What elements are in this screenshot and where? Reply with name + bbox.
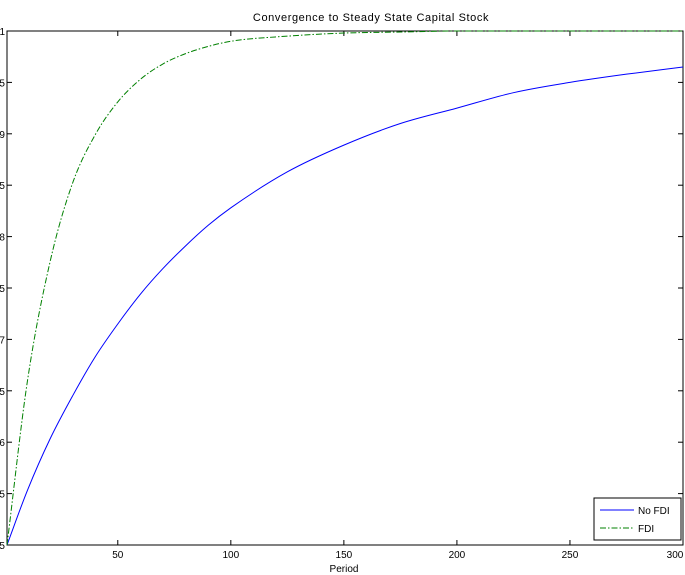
x-axis-label: Period: [330, 564, 359, 575]
x-tick-label: 50: [112, 550, 124, 561]
x-tick-label: 100: [222, 550, 239, 561]
series-line-fdi: [6, 30, 683, 546]
x-axis: 50 100 150 200 250 300: [112, 31, 684, 561]
x-tick-label: 300: [667, 550, 684, 561]
legend: No FDI FDI: [593, 497, 682, 541]
y-tick-label: 0.8: [0, 233, 5, 244]
y-tick-label: 0.5: [0, 541, 5, 552]
legend-label-fdi: FDI: [638, 524, 654, 535]
y-tick-label: 0.55: [0, 490, 5, 501]
series-layer: [6, 30, 684, 546]
x-tick-label: 150: [336, 550, 353, 561]
y-tick-label: 0.6: [0, 438, 5, 449]
y-axis: 0.5 0.55 0.6 0.65 0.7 0.75 0.8 0.85 0.9 0.95 1: [0, 27, 683, 552]
chart-title: Convergence to Steady State Capital Stoc…: [253, 12, 489, 24]
series-line-no-fdi: [6, 66, 684, 546]
legend-box: [593, 497, 682, 541]
x-tick-label: 200: [449, 550, 466, 561]
plot-area: [6, 30, 684, 546]
y-tick-label: 1: [0, 27, 5, 38]
y-tick-label: 0.7: [0, 335, 5, 346]
x-tick-label: 250: [562, 550, 579, 561]
y-tick-label: 0.75: [0, 284, 5, 295]
y-tick-label: 0.65: [0, 387, 5, 398]
y-tick-label: 0.85: [0, 181, 5, 192]
y-tick-label: 0.9: [0, 130, 5, 141]
y-tick-label: 0.95: [0, 78, 5, 89]
legend-label-no-fdi: No FDI: [638, 506, 670, 517]
